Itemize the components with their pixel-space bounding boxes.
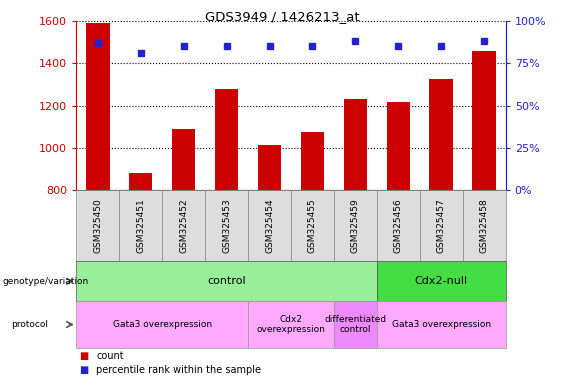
Text: GSM325455: GSM325455 bbox=[308, 198, 317, 253]
Bar bbox=[429, 79, 453, 359]
Text: GSM325457: GSM325457 bbox=[437, 198, 446, 253]
Text: Gata3 overexpression: Gata3 overexpression bbox=[392, 320, 491, 329]
Bar bbox=[301, 132, 324, 359]
Text: percentile rank within the sample: percentile rank within the sample bbox=[96, 364, 261, 375]
Text: GSM325456: GSM325456 bbox=[394, 198, 403, 253]
Text: Gata3 overexpression: Gata3 overexpression bbox=[112, 320, 212, 329]
Text: ■: ■ bbox=[79, 364, 88, 375]
Text: GSM325459: GSM325459 bbox=[351, 198, 360, 253]
Bar bbox=[258, 145, 281, 359]
Text: count: count bbox=[96, 351, 124, 361]
Text: differentiated
control: differentiated control bbox=[324, 315, 386, 334]
Text: genotype/variation: genotype/variation bbox=[3, 277, 89, 286]
Text: GDS3949 / 1426213_at: GDS3949 / 1426213_at bbox=[205, 10, 360, 23]
Bar bbox=[129, 173, 153, 359]
Text: control: control bbox=[207, 276, 246, 286]
Bar bbox=[215, 89, 238, 359]
Bar bbox=[472, 51, 496, 359]
Text: Cdx2
overexpression: Cdx2 overexpression bbox=[257, 315, 325, 334]
Text: GSM325451: GSM325451 bbox=[136, 198, 145, 253]
Text: ■: ■ bbox=[79, 351, 88, 361]
Bar bbox=[86, 23, 110, 359]
Text: GSM325454: GSM325454 bbox=[265, 198, 274, 253]
Text: GSM325452: GSM325452 bbox=[179, 198, 188, 253]
Text: GSM325458: GSM325458 bbox=[480, 198, 489, 253]
Text: protocol: protocol bbox=[11, 320, 48, 329]
Text: Cdx2-null: Cdx2-null bbox=[415, 276, 468, 286]
Text: GSM325450: GSM325450 bbox=[93, 198, 102, 253]
Text: GSM325453: GSM325453 bbox=[222, 198, 231, 253]
Bar bbox=[386, 103, 410, 359]
Bar bbox=[172, 129, 195, 359]
Bar bbox=[344, 99, 367, 359]
